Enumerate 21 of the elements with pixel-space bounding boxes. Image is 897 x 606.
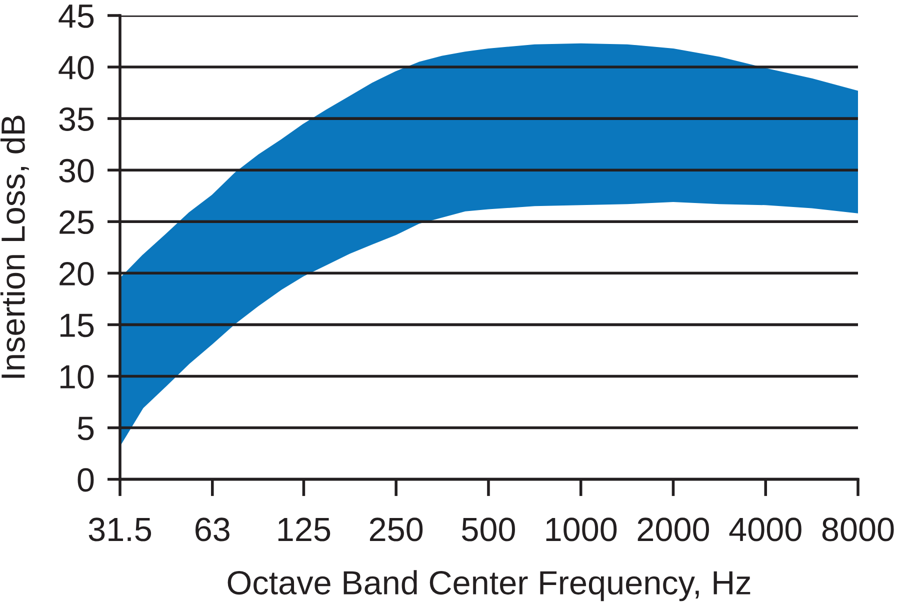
x-tick-label: 500: [462, 518, 515, 542]
x-tick-label: 2000: [638, 518, 710, 542]
y-tick-label: 40: [58, 56, 94, 80]
x-tick-label: 125: [278, 518, 330, 542]
y-tick-label: 0: [78, 468, 94, 492]
x-tick-label: 1000: [546, 518, 617, 542]
y-tick-label: 25: [60, 210, 94, 234]
x-tick-label: 8000: [822, 518, 894, 542]
x-tick-label: 31.5: [88, 518, 152, 542]
y-tick-label: 20: [60, 262, 94, 286]
y-tick-label: 5: [78, 416, 94, 440]
x-axis-title: Octave Band Center Frequency, Hz: [228, 570, 750, 602]
y-axis-title: Insertion Loss, dB: [0, 116, 29, 378]
x-tick-label: 63: [196, 518, 230, 542]
x-tick-label: 4000: [729, 518, 802, 542]
y-tick-label: 15: [60, 314, 94, 338]
y-tick-label: 45: [58, 4, 94, 28]
x-tick-label: 250: [370, 518, 423, 542]
y-tick-label: 10: [60, 365, 94, 389]
y-tick-label: 30: [59, 158, 94, 183]
y-tick-label: 35: [59, 107, 94, 131]
